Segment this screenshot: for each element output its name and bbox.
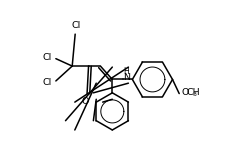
Text: O: O	[82, 97, 89, 106]
Text: N: N	[123, 73, 130, 82]
Text: Cl: Cl	[42, 78, 51, 87]
Text: CH: CH	[186, 88, 200, 97]
Text: Cl: Cl	[71, 21, 80, 30]
Text: 3: 3	[193, 92, 197, 97]
Text: Cl: Cl	[42, 53, 51, 62]
Text: O: O	[181, 88, 189, 97]
Text: H: H	[123, 67, 129, 76]
